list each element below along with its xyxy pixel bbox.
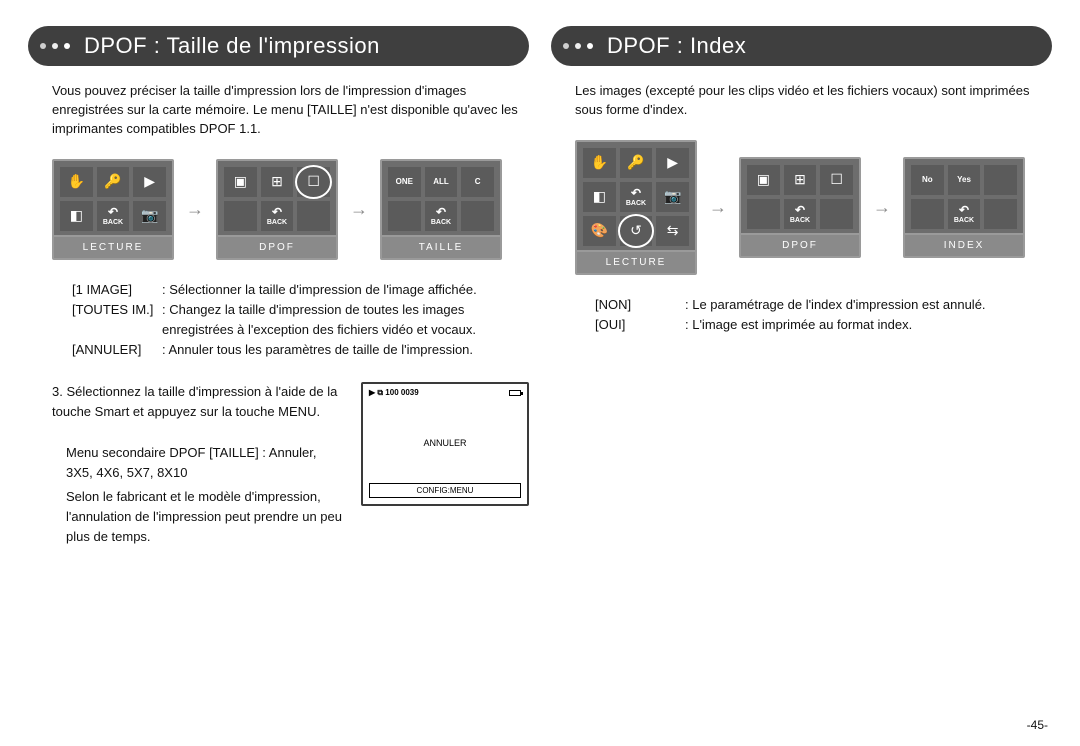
lcd-cell: ✋ [60,167,93,197]
lcd-cell [461,201,494,231]
lcd-cell: ALL [425,167,458,197]
preview-lcd: ▶ ⧉ 100 0039 ANNULER CONFIG:MENU [361,382,529,506]
lcd-cell: 🔑 [620,148,653,178]
lcd-cell: ↺ [620,216,653,246]
lcd-cell [911,199,944,229]
lcd-cell: ☐ [820,165,853,195]
definition-row: [1 IMAGE] : Sélectionner la taille d'imp… [72,280,529,300]
arrow-icon: → [873,197,891,218]
lcd-dpof-r: ▣⊞☐↶BACK DPOF [739,157,861,258]
preview-top-text: ▶ ⧉ 100 0039 [369,388,419,398]
lcd-label: LECTURE [577,250,695,273]
header-dots [40,43,70,49]
lcd-label: DPOF [218,235,336,258]
lcd-cell: 📷 [656,182,689,212]
lcd-cell: ◧ [583,182,616,212]
preview-bottom: CONFIG:MENU [369,483,521,498]
page-number: -45- [1027,718,1048,732]
definition-value: : Le paramétrage de l'index d'impression… [685,295,986,315]
step3-line-b: Menu secondaire DPOF [TAILLE] : Annuler,… [66,443,343,483]
preview-mid: ANNULER [363,402,527,483]
lcd-cell: ↶BACK [948,199,981,229]
lcd-label: DPOF [741,233,859,256]
lcd-index-r: NoYes ↶BACK INDEX [903,157,1025,258]
lcd-cell: Yes [948,165,981,195]
lcd-lecture-r: ✋🔑▶ ◧↶BACK📷 🎨↺⇆ LECTURE [575,140,697,275]
lcd-cell: ONE [388,167,421,197]
lcd-cell: ▶ [656,148,689,178]
lcd-cell [297,201,330,231]
lcd-cell [984,199,1017,229]
lcd-cell: ⇆ [656,216,689,246]
lcd-cell: ↶BACK [97,201,130,231]
lcd-taille: ONEALLC↶BACK TAILLE [380,159,502,260]
lcd-cell [820,199,853,229]
lcd-cell [224,201,257,231]
definition-key: [ANNULER] [72,340,162,360]
section-title: DPOF : Index [607,33,746,59]
lcd-cell: 🎨 [583,216,616,246]
header-dots [563,43,593,49]
arrow-icon: → [186,199,204,220]
intro-text-right: Les images (excepté pour les clips vidéo… [575,82,1052,120]
lcd-cell: ↶BACK [261,201,294,231]
intro-text-left: Vous pouvez préciser la taille d'impress… [52,82,529,139]
definition-key: [NON] [595,295,685,315]
lcd-cell: ↶BACK [620,182,653,212]
definition-key: [OUI] [595,315,685,335]
lcd-cell: 🔑 [97,167,130,197]
definition-value: : L'image est imprimée au format index. [685,315,912,335]
col-left: DPOF : Taille de l'impression Vous pouve… [28,26,529,547]
screens-row-right: ✋🔑▶◧↶BACK📷🎨↺⇆LECTURE → ▣⊞☐↶BACKDPOF → No… [575,140,1052,275]
lcd-dpof: ▣⊞☐↶BACK DPOF [216,159,338,260]
lcd-cell: ▶ [133,167,166,197]
definition-key: [TOUTES IM.] [72,300,162,340]
step3-line-c: Selon le fabricant et le modèle d'impres… [66,487,343,547]
arrow-icon: → [350,199,368,220]
screens-row-left: ✋🔑▶◧↶BACK📷LECTURE → ▣⊞☐↶BACKDPOF → ONEAL… [52,159,529,260]
lcd-cell [984,165,1017,195]
lcd-cell: ↶BACK [784,199,817,229]
lcd-label: LECTURE [54,235,172,258]
lcd-cell: ✋ [583,148,616,178]
definition-key: [1 IMAGE] [72,280,162,300]
definition-row: [ANNULER] : Annuler tous les paramètres … [72,340,529,360]
preview-top: ▶ ⧉ 100 0039 [363,384,527,402]
arrow-icon: → [709,197,727,218]
definition-value: : Changez la taille d'impression de tout… [162,300,529,340]
lcd-cell: ☐ [297,167,330,197]
page: DPOF : Taille de l'impression Vous pouve… [0,0,1080,547]
lcd-cell: 📷 [133,201,166,231]
lcd-label: TAILLE [382,235,500,258]
lcd-cell [747,199,780,229]
lcd-cell: C [461,167,494,197]
definition-value: : Sélectionner la taille d'impression de… [162,280,477,300]
lcd-cell: ▣ [747,165,780,195]
lcd-cell [388,201,421,231]
lcd-cell: ▣ [224,167,257,197]
col-right: DPOF : Index Les images (excepté pour le… [551,26,1052,547]
definitions-left: [1 IMAGE] : Sélectionner la taille d'imp… [72,280,529,361]
definition-row: [TOUTES IM.] : Changez la taille d'impre… [72,300,529,340]
section-title: DPOF : Taille de l'impression [84,33,380,59]
section-header-left: DPOF : Taille de l'impression [28,26,529,66]
lcd-cell: ⊞ [261,167,294,197]
definitions-right: [NON] : Le paramétrage de l'index d'impr… [595,295,1052,335]
lcd-cell: ↶BACK [425,201,458,231]
battery-icon [509,390,521,396]
lcd-cell: ⊞ [784,165,817,195]
step3-line-a: 3. Sélectionnez la taille d'impression à… [52,382,343,422]
definition-value: : Annuler tous les paramètres de taille … [162,340,473,360]
step3-text: 3. Sélectionnez la taille d'impression à… [52,382,343,547]
lcd-cell: No [911,165,944,195]
lcd-cell: ◧ [60,201,93,231]
lcd-lecture: ✋🔑▶ ◧↶BACK📷 LECTURE [52,159,174,260]
definition-row: [NON] : Le paramétrage de l'index d'impr… [595,295,1052,315]
lcd-label: INDEX [905,233,1023,256]
definition-row: [OUI] : L'image est imprimée au format i… [595,315,1052,335]
section-header-right: DPOF : Index [551,26,1052,66]
step3-block: 3. Sélectionnez la taille d'impression à… [52,382,529,547]
